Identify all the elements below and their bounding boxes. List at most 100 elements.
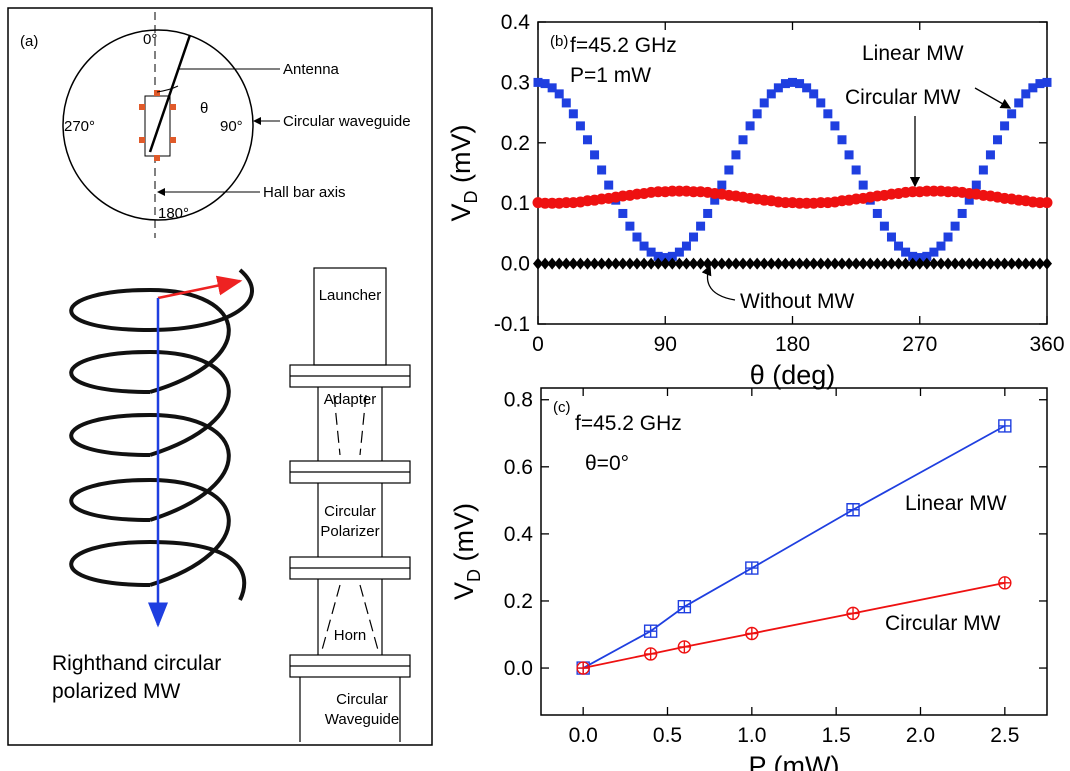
x-tick-label: 270 — [902, 333, 937, 356]
marker — [780, 257, 791, 270]
label: Adapter — [324, 391, 377, 408]
marker — [1041, 197, 1053, 209]
marker — [603, 257, 614, 270]
marker — [716, 257, 727, 270]
marker — [709, 257, 720, 270]
annotation: θ=0° — [585, 452, 629, 475]
marker — [886, 232, 896, 242]
x-tick-label: 0.0 — [569, 724, 598, 747]
annotation: P=1 mW — [570, 64, 651, 87]
marker — [738, 135, 748, 145]
marker — [646, 257, 657, 270]
marker — [844, 150, 854, 160]
marker — [943, 232, 953, 242]
marker — [1042, 77, 1052, 87]
marker — [787, 257, 798, 270]
marker — [836, 257, 847, 270]
marker — [872, 257, 883, 270]
marker — [858, 180, 868, 190]
marker — [610, 257, 621, 270]
marker — [908, 251, 918, 261]
series-label: Circular MW — [845, 86, 961, 109]
marker — [677, 599, 692, 614]
caption: Righthand circular — [52, 652, 221, 675]
marker — [921, 257, 932, 270]
marker — [681, 257, 692, 270]
marker — [858, 257, 869, 270]
label: Waveguide — [325, 711, 400, 728]
marker — [766, 257, 777, 270]
marker — [695, 257, 706, 270]
caption: polarized MW — [52, 680, 181, 703]
marker — [639, 241, 649, 251]
marker — [957, 208, 967, 218]
marker — [766, 89, 776, 99]
marker — [752, 257, 763, 270]
marker — [964, 195, 974, 205]
marker — [816, 98, 826, 108]
label: 270° — [64, 118, 95, 135]
panel-frame — [7, 7, 433, 746]
y-axis-label-part: (mV) — [449, 503, 479, 569]
marker — [1006, 257, 1017, 270]
marker — [575, 257, 586, 270]
marker — [780, 79, 790, 89]
antenna — [148, 34, 192, 153]
marker — [759, 257, 770, 270]
label: Circular — [324, 503, 376, 520]
marker — [582, 257, 593, 270]
marker — [950, 257, 961, 270]
marker — [788, 77, 797, 87]
marker — [723, 257, 734, 270]
marker — [554, 89, 564, 99]
marker — [533, 77, 543, 87]
y-axis-label-part: (mV) — [446, 125, 476, 191]
series-line — [582, 425, 1006, 669]
y-axis-label: VD (mV) — [446, 125, 481, 222]
x-tick-label: 360 — [1029, 333, 1064, 356]
marker — [724, 165, 734, 175]
marker — [822, 257, 833, 270]
y-tick-label: 0.8 — [504, 389, 533, 412]
marker — [915, 253, 925, 263]
marker — [950, 221, 960, 231]
marker — [674, 257, 685, 270]
marker — [561, 257, 572, 270]
marker — [717, 180, 727, 190]
marker — [576, 661, 590, 675]
marker — [667, 251, 677, 261]
x-tick-label: 2.0 — [906, 724, 935, 747]
marker — [653, 251, 663, 261]
marker — [978, 165, 988, 175]
marker — [815, 257, 826, 270]
y-axis-label-sub: D — [461, 190, 481, 203]
x-tick-label: 2.5 — [990, 724, 1019, 747]
marker — [801, 257, 812, 270]
marker — [547, 83, 557, 93]
marker — [731, 150, 741, 160]
marker — [703, 208, 713, 218]
y-tick-label: 0.6 — [504, 456, 533, 479]
marker — [667, 257, 678, 270]
y-tick-label: 0.0 — [501, 253, 530, 276]
marker — [589, 257, 600, 270]
marker — [1007, 109, 1017, 119]
y-tick-label: 0.3 — [501, 71, 530, 94]
marker — [745, 626, 759, 641]
marker — [689, 232, 699, 242]
marker — [914, 257, 925, 270]
marker — [794, 257, 805, 270]
marker — [823, 109, 833, 119]
y-tick-label: 0.0 — [504, 657, 533, 680]
x-tick-label: 0.5 — [653, 724, 682, 747]
marker — [738, 257, 749, 270]
contacts — [139, 90, 176, 161]
label: Launcher — [319, 287, 382, 304]
marker — [688, 257, 699, 270]
marker — [830, 121, 840, 131]
marker — [851, 165, 861, 175]
plot-frame — [540, 387, 1048, 716]
marker — [846, 503, 860, 517]
